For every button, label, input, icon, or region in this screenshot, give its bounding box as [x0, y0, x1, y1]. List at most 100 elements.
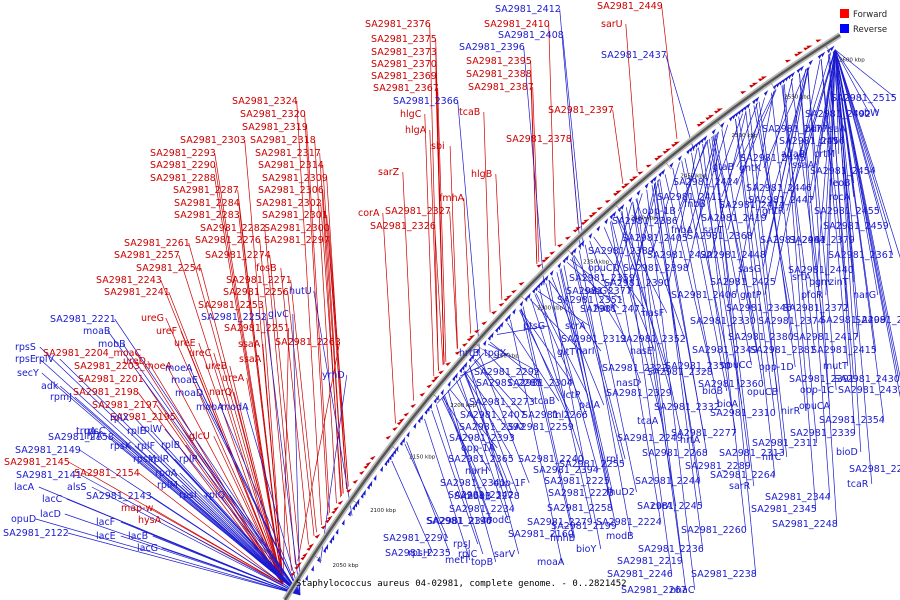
reverse-leader-line: [677, 139, 709, 212]
forward-gene-feature: [758, 78, 765, 82]
forward-gene-feature: [714, 110, 721, 114]
reverse-gene-label: SA2981_2330: [690, 316, 756, 327]
reverse-gene-feature: [532, 287, 536, 294]
reverse-leader-line: [174, 458, 301, 596]
scale-tick-label: 2550 kbp: [784, 94, 810, 100]
reverse-gene-feature: [463, 361, 468, 368]
reverse-gene-feature: [830, 45, 835, 52]
reverse-gene-feature: [808, 59, 814, 66]
reverse-leader-line: [441, 397, 490, 497]
forward-gene-label: SA2981_2282: [200, 223, 266, 234]
reverse-gene-label: SA2981_2477: [762, 124, 828, 135]
forward-gene-label: SA2981_2300: [264, 223, 330, 234]
forward-gene-label: SA2981_2327: [385, 206, 451, 217]
forward-gene-feature: [549, 251, 556, 255]
reverse-gene-label: opuD: [11, 514, 36, 525]
forward-leader-line: [548, 23, 556, 246]
forward-leader-line: [382, 212, 396, 424]
reverse-gene-feature: [356, 498, 360, 505]
genome-backbone: [283, 33, 841, 600]
reverse-gene-label: SA2981_2381: [750, 345, 816, 356]
reverse-leader-line: [483, 349, 534, 403]
reverse-gene-feature: [790, 71, 795, 78]
reverse-gene-feature: [497, 324, 502, 331]
reverse-leader-line: [510, 319, 563, 563]
scale-tick-mark: [390, 445, 400, 452]
scale-tick-label: 2450 kbp: [680, 173, 706, 179]
reverse-gene-label: SA2981_2448: [700, 250, 766, 261]
reverse-gene-feature: [490, 332, 494, 339]
forward-gene-label: SA2981_2197: [92, 400, 158, 411]
forward-gene-feature: [419, 392, 426, 397]
reverse-gene-label: tcaR: [847, 479, 869, 490]
reverse-gene-label: fnl: [552, 410, 564, 421]
reverse-leader-line: [529, 299, 583, 353]
forward-leader-line: [233, 391, 284, 585]
forward-gene-label: SA2981_2284: [174, 198, 240, 209]
reverse-leader-line: [758, 101, 796, 368]
forward-gene-feature: [290, 571, 296, 576]
reverse-gene-feature: [373, 474, 377, 481]
forward-gene-label: SA2981_2324: [232, 96, 298, 107]
scale-tick-label: 2600 kbp: [839, 58, 865, 64]
reverse-gene-label: nirC: [762, 452, 782, 463]
forward-leader-line: [264, 227, 296, 565]
reverse-leader-line: [195, 379, 301, 595]
forward-leader-line: [135, 352, 284, 585]
forward-leader-line: [319, 152, 341, 498]
reverse-gene-feature: [644, 182, 649, 189]
forward-gene-label: SA2981_2293: [150, 148, 216, 159]
reverse-leader-line: [313, 290, 353, 516]
reverse-gene-label: fnbA: [671, 225, 693, 236]
reverse-gene-label: adaB: [781, 149, 805, 160]
forward-gene-label: SA2981_2241: [104, 287, 170, 298]
forward-gene-label: sarU: [601, 19, 623, 30]
reverse-gene-label: crtM: [814, 149, 835, 160]
reverse-gene-label: gntK: [739, 163, 762, 174]
reverse-gene-label: SA2981_2406: [671, 290, 737, 301]
reverse-leader-line: [319, 374, 348, 564]
reverse-leader-line: [488, 343, 539, 373]
forward-gene-feature: [352, 479, 359, 484]
reverse-gene-feature: [755, 96, 760, 103]
reverse-gene-label: SA2981_2310: [710, 408, 776, 419]
scale-tick-label: 2150 kbp: [409, 454, 435, 460]
reverse-gene-label: SA2981_2396: [459, 42, 525, 53]
reverse-gene-label: gntR: [762, 206, 785, 217]
reverse-leader-line: [735, 118, 776, 476]
reverse-gene-label: adk: [41, 381, 59, 392]
reverse-leader-line: [771, 92, 807, 412]
forward-gene-label: SA2981_2373: [371, 47, 437, 58]
forward-gene-feature: [557, 243, 564, 248]
forward-leader-line: [434, 225, 444, 366]
reverse-leader-line: [35, 518, 301, 596]
reverse-leader-line: [834, 49, 855, 241]
forward-leader-line: [151, 507, 284, 585]
forward-gene-feature: [761, 76, 768, 80]
forward-gene-feature: [445, 361, 452, 366]
reverse-gene-label: SA2981_2409: [820, 315, 886, 326]
forward-gene-label: ureA: [222, 373, 245, 384]
reverse-gene-label: SA2981_2281: [476, 378, 542, 389]
reverse-leader-line: [646, 189, 696, 591]
forward-gene-feature: [632, 175, 639, 180]
reverse-leader-line: [610, 221, 662, 523]
reverse-gene-label: SA2981_2440: [788, 265, 854, 276]
reverse-gene-feature: [406, 431, 410, 438]
reverse-gene-feature: [512, 308, 516, 315]
reverse-leader-line: [755, 103, 794, 338]
forward-leader-line: [282, 327, 290, 585]
forward-gene-feature: [320, 524, 327, 530]
scale-tick-label: 2100 kbp: [370, 508, 396, 514]
forward-leader-line: [198, 342, 284, 585]
reverse-gene-label: mutT: [823, 361, 848, 372]
reverse-gene-label: gltT: [557, 347, 575, 358]
reverse-gene-label: modA: [221, 402, 249, 413]
reverse-gene-label: topB: [471, 557, 493, 568]
forward-gene-label: SA2981_2201: [78, 374, 144, 385]
forward-gene-label: SA2981_2309: [262, 173, 328, 184]
reverse-leader-line: [632, 201, 683, 562]
reverse-gene-label: SA2981_2289: [685, 461, 751, 472]
reverse-gene-feature: [495, 326, 499, 333]
reverse-leader-line: [687, 131, 719, 269]
